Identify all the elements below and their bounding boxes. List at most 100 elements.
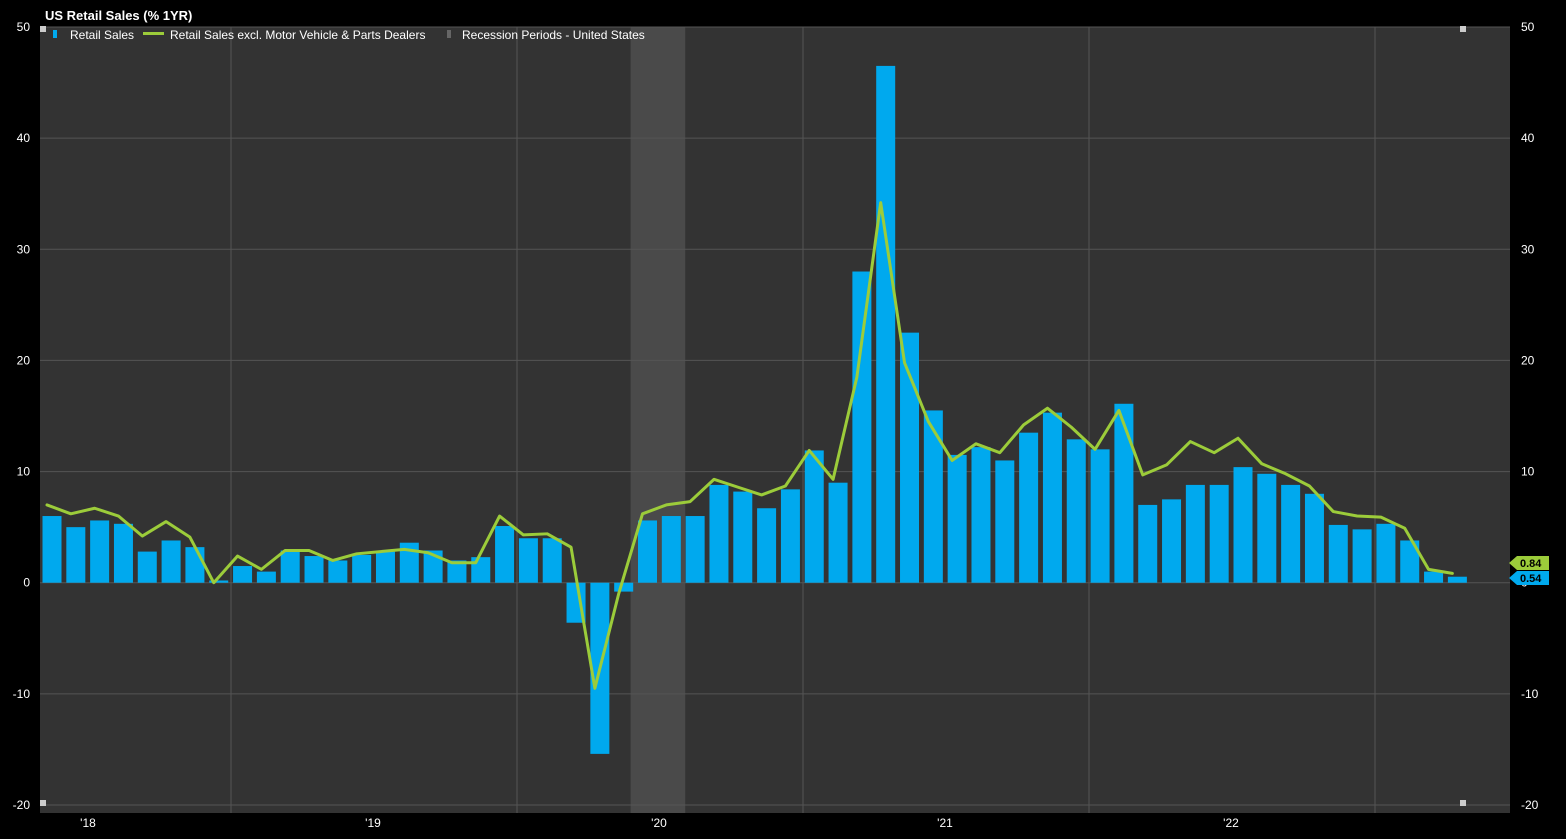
bar-retail-sales xyxy=(137,551,157,583)
y-tick-label-right: 50 xyxy=(1521,20,1535,34)
legend-item-retail-sales[interactable]: Retail Sales xyxy=(70,28,134,42)
bar-retail-sales xyxy=(113,523,133,583)
x-tick-label-year: '21 xyxy=(937,816,953,830)
y-tick-label-right: 10 xyxy=(1521,465,1535,479)
bar-retail-sales xyxy=(280,550,300,583)
bar-retail-sales xyxy=(304,556,324,583)
y-tick-label-left: 20 xyxy=(17,353,31,367)
y-tick-label-left: 10 xyxy=(17,465,31,479)
bars-layer xyxy=(42,65,1467,754)
bar-retail-sales xyxy=(1162,499,1182,583)
bar-retail-sales xyxy=(661,516,681,583)
bar-retail-sales xyxy=(90,520,110,583)
y-tick-label-right: 20 xyxy=(1521,353,1535,367)
bar-retail-sales xyxy=(1138,504,1158,583)
corner-handle xyxy=(1460,26,1466,32)
y-tick-label-left: 40 xyxy=(17,131,31,145)
bar-retail-sales xyxy=(1233,467,1253,583)
bar-retail-sales xyxy=(923,410,943,583)
bar-retail-sales xyxy=(1066,439,1086,583)
y-tick-label-right: 40 xyxy=(1521,131,1535,145)
bar-retail-sales xyxy=(423,550,443,583)
corner-handle xyxy=(40,26,46,32)
legend-item-retail-sales-excl[interactable]: Retail Sales excl. Motor Vehicle & Parts… xyxy=(170,28,425,42)
y-tick-label-left: -20 xyxy=(13,798,31,812)
bar-retail-sales xyxy=(1424,571,1444,583)
y-tick-label-left: 0 xyxy=(23,576,30,590)
y-tick-label-left: 30 xyxy=(17,242,31,256)
last-value-badge-bar-value: 0.54 xyxy=(1520,573,1542,585)
bar-retail-sales xyxy=(1400,540,1420,583)
legend-layer: Retail Sales Retail Sales excl. Motor Ve… xyxy=(53,28,645,42)
bar-retail-sales xyxy=(876,65,896,583)
bar-retail-sales xyxy=(256,571,276,583)
bar-retail-sales xyxy=(542,538,562,583)
last-value-badge-line-value: 0.84 xyxy=(1520,558,1542,570)
bar-retail-sales xyxy=(161,540,181,583)
y-tick-label-right: -10 xyxy=(1521,687,1539,701)
bar-retail-sales xyxy=(447,560,467,583)
x-tick-label-year: '19 xyxy=(365,816,381,830)
bar-retail-sales xyxy=(495,526,515,583)
badge-layer: 0.84 0.54 xyxy=(1509,556,1549,585)
y-tick-label-left: -10 xyxy=(13,687,31,701)
last-value-badge-bar-shape xyxy=(1509,571,1549,585)
recession-layer xyxy=(630,27,686,813)
bar-retail-sales xyxy=(947,454,967,583)
bar-retail-sales xyxy=(971,447,991,583)
y-tick-label-right: 30 xyxy=(1521,242,1535,256)
bar-retail-sales xyxy=(518,538,538,583)
bar-retail-sales xyxy=(1304,493,1324,583)
bar-retail-sales xyxy=(375,551,395,583)
y-tick-label-left: 50 xyxy=(17,20,31,34)
x-tick-label-year: '18 xyxy=(80,816,96,830)
bar-retail-sales xyxy=(995,460,1015,583)
bar-retail-sales xyxy=(1281,484,1301,583)
corner-handle xyxy=(40,800,46,806)
bar-retail-sales xyxy=(852,271,872,583)
bar-retail-sales xyxy=(328,560,348,583)
line-retail-sales-excl xyxy=(45,201,1454,690)
bar-retail-sales xyxy=(709,484,729,583)
bar-retail-sales xyxy=(1042,412,1062,583)
bar-retail-sales xyxy=(1114,403,1134,583)
bar-retail-sales xyxy=(757,508,777,583)
legend-bar-swatch xyxy=(53,30,57,38)
bar-retail-sales xyxy=(1328,524,1348,583)
bar-retail-sales xyxy=(1185,484,1205,583)
x-tick-label-year: '20 xyxy=(651,816,667,830)
bar-retail-sales xyxy=(1090,449,1110,583)
bar-retail-sales xyxy=(1209,484,1229,583)
bar-retail-sales xyxy=(209,580,229,583)
y-tick-label-right: -20 xyxy=(1521,798,1539,812)
bar-retail-sales xyxy=(1447,576,1467,583)
bar-retail-sales xyxy=(685,516,705,583)
chart-title: US Retail Sales (% 1YR) xyxy=(45,8,192,23)
line-layer xyxy=(45,201,1454,690)
plot-background xyxy=(40,27,1510,813)
bar-retail-sales xyxy=(828,482,848,583)
bar-retail-sales xyxy=(42,516,62,583)
bar-retail-sales xyxy=(1019,432,1039,583)
bar-retail-sales xyxy=(233,566,253,583)
bar-retail-sales xyxy=(780,489,800,583)
bar-retail-sales xyxy=(900,332,920,583)
bar-retail-sales xyxy=(638,520,657,583)
last-value-badge-line-shape xyxy=(1509,556,1549,570)
bar-retail-sales xyxy=(804,450,824,583)
legend-line-swatch xyxy=(143,32,164,35)
bar-retail-sales xyxy=(1257,473,1277,583)
bar-retail-sales xyxy=(66,527,86,583)
bar-retail-sales xyxy=(352,554,372,583)
x-tick-label-year: '22 xyxy=(1223,816,1239,830)
bar-retail-sales xyxy=(1352,529,1372,583)
legend-item-recession[interactable]: Recession Periods - United States xyxy=(462,28,645,42)
axis-layer: -20-20-10-100010102020303040405050'18'19… xyxy=(13,20,1539,830)
bar-retail-sales xyxy=(733,491,753,583)
corner-handle xyxy=(1460,800,1466,806)
bar-retail-sales xyxy=(1376,523,1396,583)
corner-handles xyxy=(40,26,1466,806)
recession-band xyxy=(630,27,686,813)
bar-retail-sales xyxy=(185,547,205,583)
